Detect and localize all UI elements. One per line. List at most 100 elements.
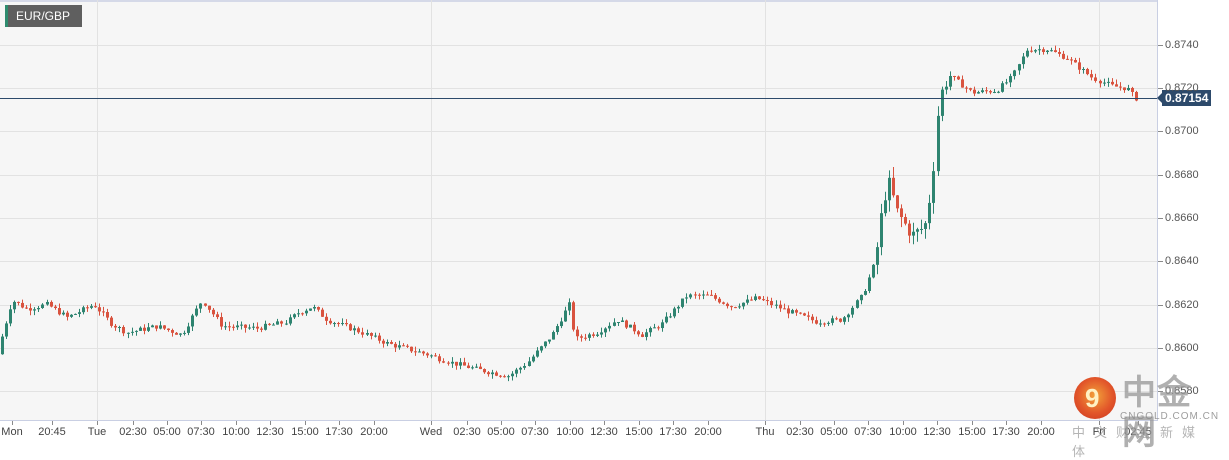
x-tick [133, 421, 134, 425]
x-tick [305, 421, 306, 425]
h-gridline [0, 131, 1157, 132]
x-tick-label: 15:00 [625, 426, 653, 438]
x-tick [501, 421, 502, 425]
x-tick-label: 02:30 [786, 426, 814, 438]
x-tick-label: 12:30 [256, 426, 284, 438]
x-tick-label: 12:30 [590, 426, 618, 438]
x-tick-label: 07:30 [854, 426, 882, 438]
y-tick [1158, 261, 1163, 262]
y-tick-label: 0.8740 [1165, 39, 1199, 51]
x-tick-label: 07:30 [187, 426, 215, 438]
x-tick [431, 421, 432, 425]
x-tick [570, 421, 571, 425]
x-tick [708, 421, 709, 425]
x-tick-label: 20:45 [38, 426, 66, 438]
x-tick [374, 421, 375, 425]
x-tick-label: 17:30 [325, 426, 353, 438]
x-tick [639, 421, 640, 425]
x-axis-line [0, 420, 1158, 421]
x-tick-label: 15:00 [958, 426, 986, 438]
x-tick [1099, 421, 1100, 425]
x-tick-label: 10:00 [556, 426, 584, 438]
x-tick [52, 421, 53, 425]
y-tick-label: 0.8580 [1165, 385, 1199, 397]
x-tick-label: 05:00 [487, 426, 515, 438]
y-tick [1158, 305, 1163, 306]
x-tick-label: Tue [87, 426, 107, 438]
x-tick-label: Wed [419, 426, 443, 438]
x-tick [535, 421, 536, 425]
x-tick-label: 05:00 [820, 426, 848, 438]
h-gridline [0, 348, 1157, 349]
y-tick [1158, 175, 1163, 176]
x-tick-label: Thu [755, 426, 775, 438]
x-tick [1006, 421, 1007, 425]
x-tick [201, 421, 202, 425]
x-tick-label: 02:30 [453, 426, 481, 438]
v-gridline [765, 0, 766, 420]
x-tick [765, 421, 766, 425]
h-gridline [0, 305, 1157, 306]
y-tick-label: 0.8620 [1165, 299, 1199, 311]
x-tick [467, 421, 468, 425]
x-tick [97, 421, 98, 425]
x-tick [937, 421, 938, 425]
x-tick [604, 421, 605, 425]
y-tick [1158, 391, 1163, 392]
x-tick-label: 10:00 [222, 426, 250, 438]
x-tick-label: 02:30 [119, 426, 147, 438]
x-tick [167, 421, 168, 425]
y-tick-label: 0.8660 [1165, 212, 1199, 224]
x-tick-label: 02:45 [1124, 426, 1152, 438]
x-tick-label: 15:00 [291, 426, 319, 438]
x-tick [800, 421, 801, 425]
h-gridline [0, 218, 1157, 219]
v-gridline [431, 0, 432, 420]
y-axis-line [1157, 0, 1158, 420]
h-gridline [0, 45, 1157, 46]
h-gridline [0, 175, 1157, 176]
current-price-tag: 0.87154 [1156, 90, 1212, 107]
y-tick [1158, 88, 1163, 89]
y-tick-label: 0.8600 [1165, 342, 1199, 354]
y-tick-label: 0.8720 [1165, 82, 1199, 94]
x-tick [972, 421, 973, 425]
h-gridline [0, 261, 1157, 262]
candlestick-series [1, 44, 1138, 382]
x-tick-label: 17:30 [659, 426, 687, 438]
y-tick [1158, 348, 1163, 349]
x-tick [236, 421, 237, 425]
x-tick [673, 421, 674, 425]
h-gridline [0, 88, 1157, 89]
x-tick [1041, 421, 1042, 425]
y-tick-label: 0.8680 [1165, 169, 1199, 181]
v-gridline [97, 0, 98, 420]
y-tick [1158, 218, 1163, 219]
x-tick-label: 20:00 [360, 426, 388, 438]
x-tick-label: 17:30 [992, 426, 1020, 438]
y-tick [1158, 131, 1163, 132]
x-tick-label: 12:30 [923, 426, 951, 438]
x-tick [1138, 421, 1139, 425]
x-tick [868, 421, 869, 425]
x-tick-label: 05:00 [153, 426, 181, 438]
y-tick [1158, 45, 1163, 46]
v-gridline [1099, 0, 1100, 420]
x-tick-label: 10:00 [889, 426, 917, 438]
x-tick [12, 421, 13, 425]
x-tick [339, 421, 340, 425]
symbol-badge[interactable]: EUR/GBP [5, 5, 83, 27]
x-tick-label: 20:00 [694, 426, 722, 438]
x-tick [903, 421, 904, 425]
h-gridline [0, 391, 1157, 392]
x-tick-label: 20:00 [1027, 426, 1055, 438]
y-tick-label: 0.8640 [1165, 255, 1199, 267]
chart-plot-area[interactable] [0, 0, 1157, 420]
x-tick-label: Mon [1, 426, 23, 438]
x-tick-label: Fri [1092, 426, 1106, 438]
x-tick [270, 421, 271, 425]
x-tick [834, 421, 835, 425]
y-tick-label: 0.8700 [1165, 125, 1199, 137]
x-tick-label: 07:30 [521, 426, 549, 438]
current-price-line [0, 98, 1157, 100]
